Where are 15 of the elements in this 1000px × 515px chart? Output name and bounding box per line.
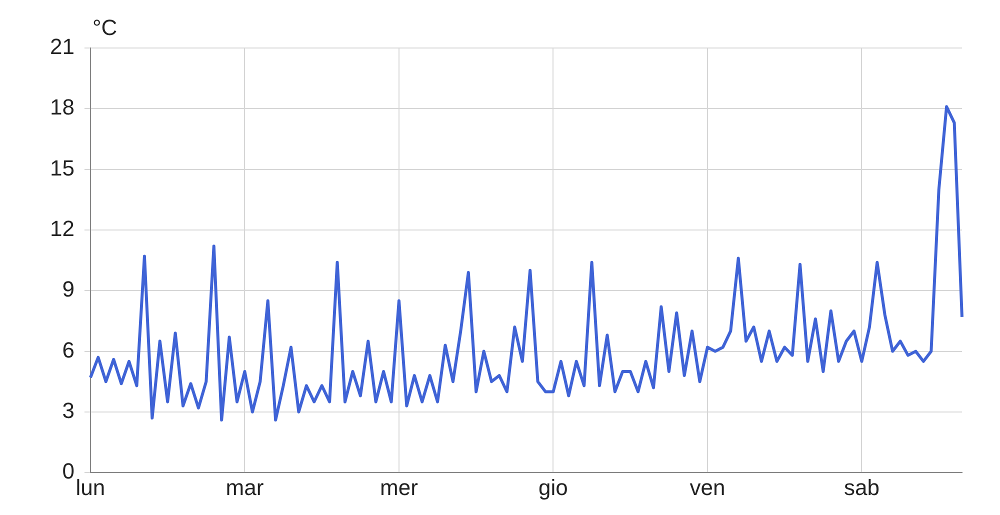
x-tick-label: ven <box>690 474 726 500</box>
y-axis-title: °C <box>92 15 118 40</box>
y-tick-label: 15 <box>50 155 74 180</box>
x-tick-label: mer <box>380 474 418 500</box>
x-tick-label: lun <box>76 474 106 500</box>
x-tick-label: sab <box>844 474 880 500</box>
x-tick-label: mar <box>226 474 264 500</box>
y-tick-label: 3 <box>62 398 74 424</box>
y-tick-label: 9 <box>62 276 74 302</box>
y-tick-label: 12 <box>50 216 74 242</box>
y-tick-label: 18 <box>50 94 74 120</box>
y-tick-label: 0 <box>62 458 74 484</box>
y-tick-label: 21 <box>50 34 74 60</box>
x-tick-label: gio <box>538 474 568 500</box>
y-tick-label: 6 <box>62 337 74 362</box>
